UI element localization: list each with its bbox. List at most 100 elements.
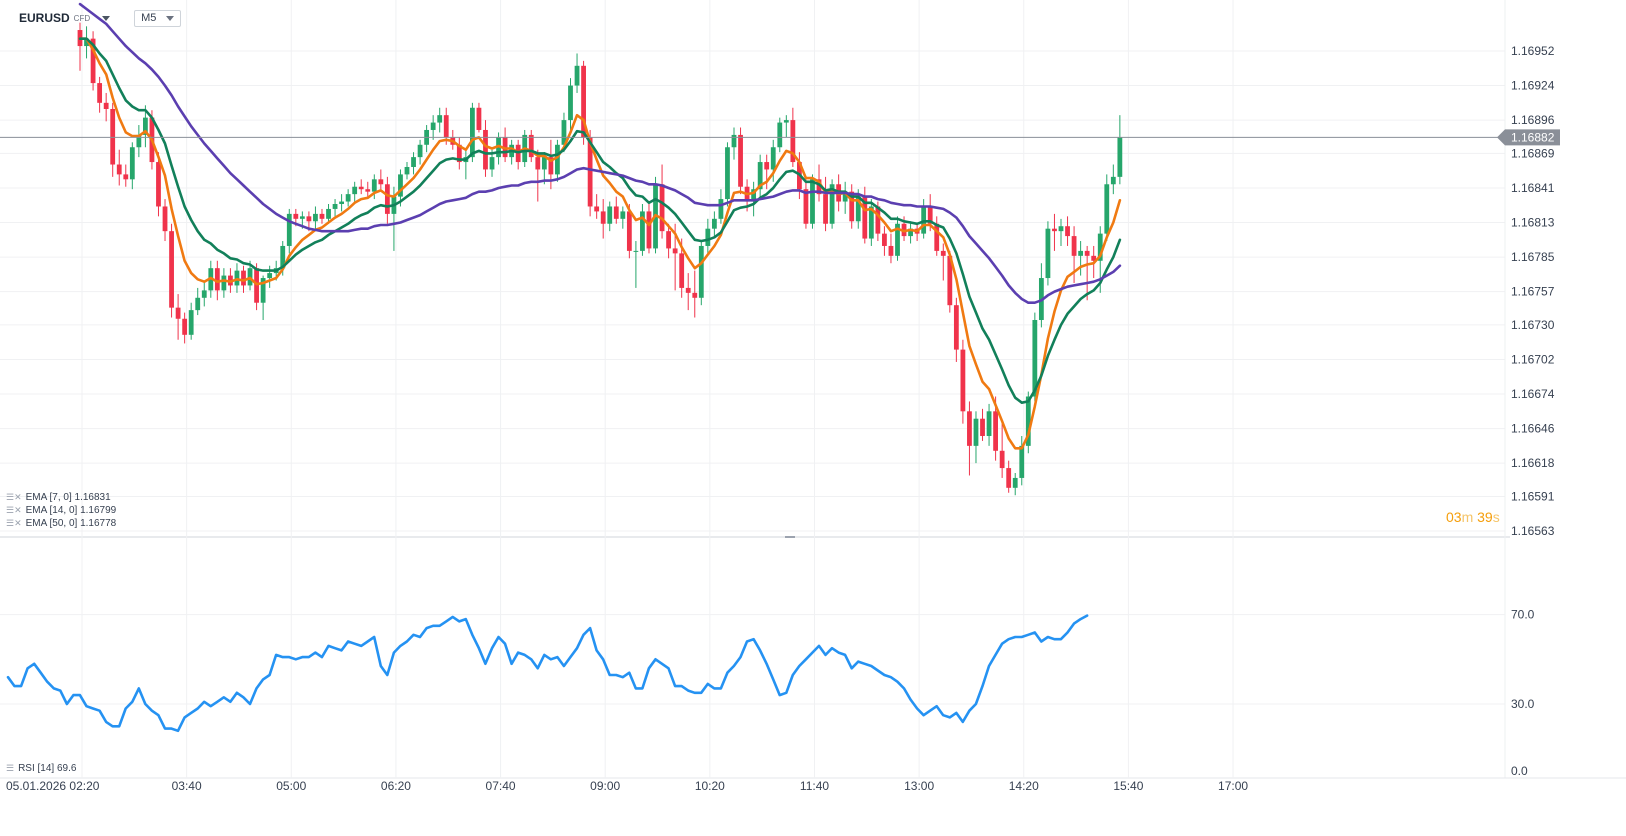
last-price-badge [1497, 129, 1560, 146]
candle-down [882, 233, 887, 246]
candle-down [940, 250, 946, 256]
candle-down [980, 418, 985, 436]
candle-up [339, 201, 344, 205]
candle-down [1091, 255, 1097, 261]
panel-resize-handle [785, 536, 795, 538]
candle-down [613, 206, 619, 219]
time-tick-label: 13:00 [904, 779, 934, 793]
candle-up [770, 147, 776, 170]
candle-up [698, 245, 704, 298]
candle-down [947, 255, 953, 306]
symbol-label[interactable]: EURUSD [19, 11, 70, 25]
candle-up [470, 107, 475, 158]
candle-up [260, 278, 266, 303]
candle-up [541, 157, 547, 170]
menu-icon[interactable]: ☰✕ [6, 492, 22, 502]
candle-up [143, 117, 148, 135]
price-tick-label: 1.16896 [1511, 113, 1555, 127]
candle-up [129, 147, 135, 180]
candle-up [313, 213, 318, 222]
time-axis[interactable]: 05.01.2026 02:20 03:40 05:00 06:20 07:40 09:0… [6, 779, 1248, 793]
candle-up [568, 85, 573, 121]
candle-up [711, 218, 717, 229]
countdown-s: s [1492, 509, 1500, 525]
price-tick-label: 1.16646 [1511, 422, 1555, 436]
legend-ema7[interactable]: ☰✕ EMA [7, 0] 1.16831 [6, 492, 111, 503]
time-tick-label: 05.01.2026 02:20 [6, 779, 100, 793]
candle-down [116, 164, 122, 175]
candle-up [345, 194, 351, 202]
ema-lines [78, 2, 1122, 450]
candle-down [169, 231, 174, 308]
candle-down [1071, 236, 1077, 256]
legend-ema50[interactable]: ☰✕ EMA [50, 0] 1.16778 [6, 518, 116, 529]
candle-up [84, 38, 89, 47]
candle-up [1032, 319, 1038, 397]
timeframe-select[interactable]: M5 [134, 9, 182, 27]
candle-down [365, 189, 371, 192]
countdown-m: m [1461, 509, 1474, 525]
candle-up [751, 189, 757, 202]
candle-up [561, 120, 567, 145]
chart-header: EURUSD CFD M5 [0, 8, 182, 28]
price-tick-label: 1.16730 [1511, 318, 1555, 332]
candle-up [725, 147, 730, 200]
candle-down [600, 211, 606, 224]
candle-up [280, 245, 286, 269]
candle-up [136, 134, 142, 148]
candle-down [934, 223, 940, 251]
candle-down [967, 411, 972, 446]
candle-down [679, 253, 685, 288]
countdown-minutes: 03 [1446, 509, 1462, 525]
candle-up [1117, 137, 1123, 177]
candle-up [352, 186, 358, 195]
price-axis[interactable]: 1.16952 1.16924 1.16896 1.16869 1.16841 1.168… [1511, 44, 1555, 538]
price-tick-label: 1.16591 [1511, 489, 1555, 503]
candle-up [574, 65, 580, 86]
candle-down [999, 450, 1005, 469]
candle-down [581, 65, 586, 138]
menu-icon[interactable]: ☰ [6, 763, 15, 773]
candle-up [299, 216, 305, 219]
candle-down [823, 194, 828, 224]
time-tick-label: 17:00 [1218, 779, 1248, 793]
time-tick-label: 07:40 [486, 779, 516, 793]
candle-down [666, 231, 671, 249]
candle-up [371, 179, 377, 192]
candle-down [849, 191, 855, 222]
candle-up [640, 211, 645, 251]
candle-down [90, 38, 96, 84]
rsi-tick-label: 0.0 [1511, 764, 1528, 778]
candle-up [1025, 396, 1031, 446]
legend-ema14[interactable]: ☰✕ EMA [14, 0] 1.16799 [6, 505, 116, 516]
candle-down [483, 129, 488, 170]
legend-rsi[interactable]: ☰ RSI [14] 69.6 [6, 763, 76, 774]
candle-up [705, 228, 711, 246]
candle-up [620, 211, 626, 219]
candle-down [182, 318, 188, 335]
last-price-tag: 1.16882 [0, 129, 1560, 146]
menu-icon[interactable]: ☰✕ [6, 518, 22, 528]
candle-up [908, 228, 913, 237]
candle-up [1110, 176, 1116, 185]
candle-up [777, 122, 783, 148]
legend-ema7-text: EMA [7, 0] 1.16831 [25, 492, 111, 503]
candle-down [1065, 226, 1070, 237]
legend-rsi-text: RSI [14] 69.6 [18, 763, 77, 774]
menu-icon[interactable]: ☰✕ [6, 505, 22, 515]
candle-up [332, 204, 338, 209]
candle-up [555, 144, 560, 175]
candle-up [607, 206, 613, 224]
rsi-panel: 70.0 30.0 0.0 [0, 608, 1535, 778]
candle-down [764, 162, 770, 170]
chevron-down-icon [166, 15, 175, 21]
time-tick-label: 15:40 [1113, 779, 1143, 793]
candle-down [319, 213, 325, 219]
candle-up [973, 418, 979, 446]
symbol-dropdown-icon[interactable] [102, 15, 111, 21]
candle-down [103, 102, 109, 109]
candle-up [810, 179, 815, 224]
candle-down [293, 213, 299, 219]
